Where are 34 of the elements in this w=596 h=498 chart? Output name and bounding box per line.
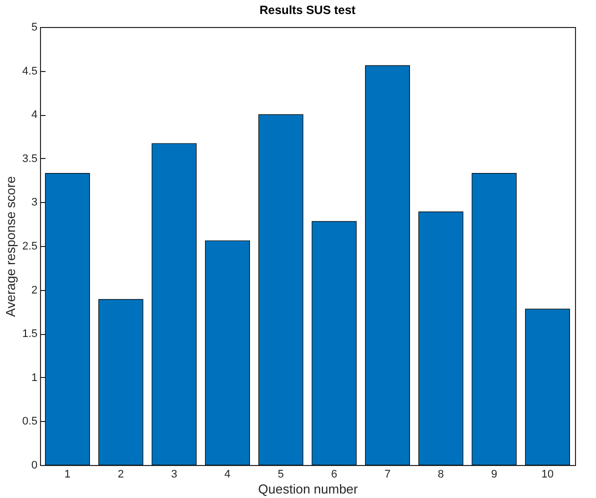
x-tick-label: 6 — [331, 468, 338, 480]
y-tick-label: 3.5 — [22, 152, 38, 165]
x-tick-label: 10 — [541, 468, 554, 480]
bar — [98, 299, 144, 466]
bar — [525, 308, 570, 466]
bar — [45, 172, 90, 466]
x-tick-label: 9 — [491, 468, 498, 480]
bar — [312, 221, 357, 466]
y-tick-label: 0 — [31, 460, 38, 472]
y-tick-label: 1 — [31, 372, 38, 384]
y-tick-label: 2.5 — [22, 240, 38, 252]
y-tick-label: 1.5 — [22, 328, 38, 340]
y-tick-label: 4 — [31, 109, 38, 122]
y-axis-title: Average response score — [3, 176, 18, 317]
x-tick-label: 1 — [64, 468, 71, 480]
bar — [418, 212, 464, 466]
y-tick-label: 0.5 — [22, 416, 38, 428]
y-tick-label: 2 — [31, 284, 38, 296]
bar — [472, 172, 517, 466]
bar — [152, 143, 197, 466]
bar — [365, 65, 410, 466]
x-tick-label: 8 — [438, 468, 444, 480]
x-tick-label: 5 — [278, 468, 284, 480]
x-axis-title: Question number — [258, 482, 359, 496]
x-tick-label: 7 — [384, 468, 391, 480]
y-tick-label: 3 — [31, 196, 38, 209]
bar — [205, 240, 250, 466]
bar — [258, 114, 304, 466]
chart-title: Results SUS test — [259, 3, 356, 17]
y-tick-label: 5 — [31, 22, 38, 34]
y-tick-label: 4.5 — [22, 65, 38, 78]
x-tick-label: 4 — [224, 468, 231, 480]
x-tick-label: 2 — [118, 468, 124, 480]
x-tick-label: 3 — [171, 468, 178, 480]
